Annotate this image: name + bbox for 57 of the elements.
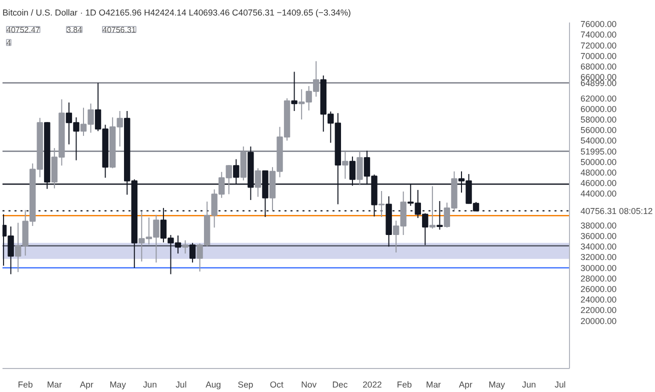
y-tick-label: 24000.00 [580, 294, 617, 305]
candlestick [378, 190, 385, 218]
y-tick-label: 38000.00 [580, 220, 617, 230]
annotation: 40752.47 [6, 26, 40, 34]
x-tick-label: Jul [176, 380, 187, 390]
y-tick-label: 46000.00 [580, 178, 617, 188]
x-tick-label: Sep [238, 380, 254, 390]
annotation: 4 [6, 38, 12, 48]
y-tick-label: 50000.00 [580, 156, 617, 167]
x-tick-label: Nov [301, 380, 318, 390]
y-tick-label: 70000.00 [580, 50, 617, 61]
y-tick-label: 76000.00 [580, 19, 617, 30]
x-tick-label: Mar [426, 380, 442, 390]
y-tick-label: 20000.00 [580, 316, 617, 326]
y-tick-label: 48000.00 [580, 167, 617, 178]
y-tick-label: 72000.00 [580, 40, 617, 50]
y-tick-label: 56000.00 [580, 125, 617, 136]
candlestick [291, 71, 298, 112]
y-tick-label: 60000.00 [580, 104, 617, 114]
x-tick-label: Aug [206, 380, 222, 390]
candlestick [189, 242, 196, 264]
y-tick-label: 68000.00 [580, 61, 617, 72]
x-tick-label: Oct [270, 380, 284, 390]
x-tick-label: Feb [396, 380, 412, 390]
annotation: 40756.31 [102, 26, 136, 34]
y-tick-label: 26000.00 [580, 284, 617, 294]
x-tick-label: Jul [554, 380, 566, 390]
x-tick-label: Jun [522, 380, 536, 390]
candlestick [429, 186, 436, 230]
x-tick-label: Jun [142, 380, 158, 390]
x-tick-label: May [488, 380, 506, 390]
ref-line-label: 40756.31 08:05:12 [580, 206, 653, 216]
candlestick [254, 168, 262, 198]
y-tick-label: 54000.00 [580, 136, 617, 146]
candlestick [356, 150, 363, 186]
y-tick-label: 28000.00 [580, 273, 617, 284]
y-tick-label: 32000.00 [580, 252, 617, 262]
y-tick-label: 58000.00 [580, 114, 617, 124]
x-tick-label: May [110, 380, 127, 390]
annotation: 3.84 [66, 26, 83, 34]
y-tick-label: 22000.00 [580, 305, 617, 316]
x-tick-label: 2022 [362, 380, 382, 390]
x-tick-label: Mar [46, 380, 62, 390]
chart-title: Bitcoin / U.S. Dollar · 1D O42165.96 H42424.14 L40693.46 C40756.31 −1409.65 (−3.34%) [2, 8, 351, 18]
x-tick-label: Apr [458, 380, 473, 390]
x-tick-label: Apr [80, 380, 94, 390]
candlestick [342, 151, 348, 180]
x-tick-label: Feb [18, 380, 33, 390]
y-tick-label: 74000.00 [580, 30, 617, 40]
ref-line-label: 51995.00 [580, 146, 617, 156]
y-tick-label: 34000.00 [580, 242, 617, 252]
y-tick-label: 62000.00 [580, 93, 617, 104]
x-tick-label: Dec [332, 380, 348, 390]
y-tick-label: 44000.00 [580, 188, 617, 199]
candlestick [182, 240, 188, 254]
y-tick-label: 36000.00 [580, 231, 617, 242]
ref-line-label: 30000.00 [580, 262, 617, 273]
